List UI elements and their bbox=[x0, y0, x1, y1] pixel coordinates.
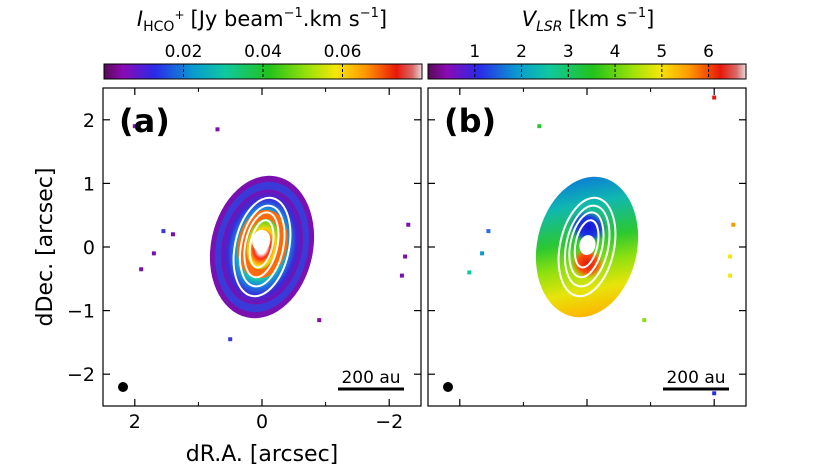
panel-b: 200 au (b) bbox=[427, 87, 747, 407]
noise-pixel bbox=[215, 127, 220, 132]
panel-a: 200 au (a) bbox=[102, 87, 422, 407]
panel-b-contour bbox=[568, 211, 605, 279]
y-tick-label: −1 bbox=[67, 301, 95, 323]
colorbar-b-label-exp: −1 bbox=[627, 6, 646, 21]
noise-pixel bbox=[480, 251, 485, 256]
panel-a-contour bbox=[243, 211, 280, 279]
colorbar-a-label-exp2: −1 bbox=[360, 6, 379, 21]
colorbar-b-bar bbox=[427, 63, 747, 80]
panel-b-label: (b) bbox=[444, 102, 496, 140]
panel-b-speckles bbox=[467, 95, 736, 396]
noise-pixel bbox=[712, 95, 717, 100]
noise-pixel bbox=[728, 254, 733, 259]
colorbar-tick-label: 2 bbox=[516, 42, 527, 62]
colorbar-a-label-sub: HCO bbox=[143, 19, 174, 35]
noise-pixel bbox=[731, 222, 736, 227]
panel-b-contour bbox=[557, 196, 617, 298]
panel-a-cavity bbox=[252, 229, 271, 252]
colorbar-a-label-main: I bbox=[137, 7, 143, 31]
colorbar-tick-label: 0.06 bbox=[324, 42, 362, 62]
x-tick-label: −2 bbox=[375, 411, 403, 433]
noise-pixel bbox=[139, 267, 144, 272]
x-tick-label: 0 bbox=[256, 411, 268, 433]
panel-b-cavity bbox=[579, 235, 596, 255]
colorbar-tick-label: 3 bbox=[563, 42, 574, 62]
colorbar-a-label-unit: [Jy beam bbox=[191, 7, 284, 31]
panel-b-contours bbox=[557, 196, 617, 298]
colorbar-a-label-tail: .km s bbox=[303, 7, 360, 31]
colorbar-b-label-main: V bbox=[522, 7, 538, 31]
panel-a-contour bbox=[248, 219, 275, 269]
noise-pixel bbox=[151, 251, 156, 256]
panel-a-map bbox=[132, 124, 411, 342]
colorbar-b-label-unit: [km s bbox=[568, 7, 626, 31]
noise-pixel bbox=[537, 124, 542, 129]
noise-pixel bbox=[228, 337, 233, 342]
colorbar-b-label: VLSR [km s−1] bbox=[522, 6, 655, 35]
noise-pixel bbox=[399, 273, 404, 278]
panel-b-map bbox=[467, 95, 736, 396]
panel-a-contour bbox=[238, 204, 286, 288]
noise-pixel bbox=[403, 254, 408, 259]
panel-a-speckles bbox=[132, 124, 411, 342]
y-tick-label: −2 bbox=[67, 364, 95, 386]
noise-pixel bbox=[712, 391, 717, 396]
colorbar-b-label-close: ] bbox=[646, 7, 654, 31]
colorbar-tick-label: 0.04 bbox=[244, 42, 282, 62]
noise-pixel bbox=[132, 124, 137, 129]
colorbar-tick-label: 6 bbox=[703, 42, 714, 62]
colorbar-tick-label: 4 bbox=[610, 42, 621, 62]
noise-pixel bbox=[642, 318, 647, 323]
panel-b-beam bbox=[443, 382, 453, 392]
panel-a-label: (a) bbox=[119, 102, 170, 140]
panel-a-ticks bbox=[103, 88, 421, 406]
noise-pixel bbox=[170, 232, 175, 237]
panel-a-contour bbox=[232, 196, 292, 298]
panel-a-scalebar-label: 200 au bbox=[341, 368, 400, 388]
panel-a-contours bbox=[232, 196, 292, 298]
noise-pixel bbox=[728, 273, 733, 278]
y-tick-label: 1 bbox=[83, 173, 95, 195]
x-axis-label: dR.A. [arcsec] bbox=[186, 442, 339, 467]
y-tick-label: 2 bbox=[83, 110, 95, 132]
panel-b-scalebar-label: 200 au bbox=[666, 368, 725, 388]
panel-a-beam bbox=[118, 382, 128, 392]
colorbar-a-label: IHCO+ [Jy beam−1.km s−1] bbox=[137, 6, 387, 35]
panel-b-red-lobe bbox=[571, 248, 604, 279]
colorbar-a: IHCO+ [Jy beam−1.km s−1] 0.02 0.04 0.06 bbox=[103, 6, 423, 80]
noise-pixel bbox=[467, 270, 472, 275]
colorbar-b-label-sub: LSR bbox=[536, 19, 562, 35]
noise-pixel bbox=[486, 229, 491, 234]
noise-pixel bbox=[161, 229, 166, 234]
panel-b-contour bbox=[563, 204, 611, 288]
noise-pixel bbox=[317, 318, 322, 323]
panel-b-ticks bbox=[428, 88, 746, 406]
colorbar-b: VLSR [km s−1] 1 2 3 4 5 6 bbox=[427, 6, 747, 80]
colorbar-a-label-exp: −1 bbox=[284, 6, 303, 21]
colorbar-a-label-close: ] bbox=[379, 7, 387, 31]
colorbar-tick-label: 1 bbox=[469, 42, 480, 62]
colorbar-tick-label: 5 bbox=[656, 42, 667, 62]
noise-pixel bbox=[406, 222, 411, 227]
y-axis-label: dDec. [arcsec] bbox=[33, 168, 58, 327]
x-tick-label: 2 bbox=[129, 411, 141, 433]
colorbar-tick-label: 0.02 bbox=[165, 42, 203, 62]
y-tick-label: 0 bbox=[83, 237, 95, 259]
panel-b-contour bbox=[573, 219, 600, 269]
panel-a-axis-labels: 2 0 −2 2 1 0 −1 −2 bbox=[67, 110, 403, 433]
colorbar-a-label-sup: + bbox=[174, 8, 184, 22]
